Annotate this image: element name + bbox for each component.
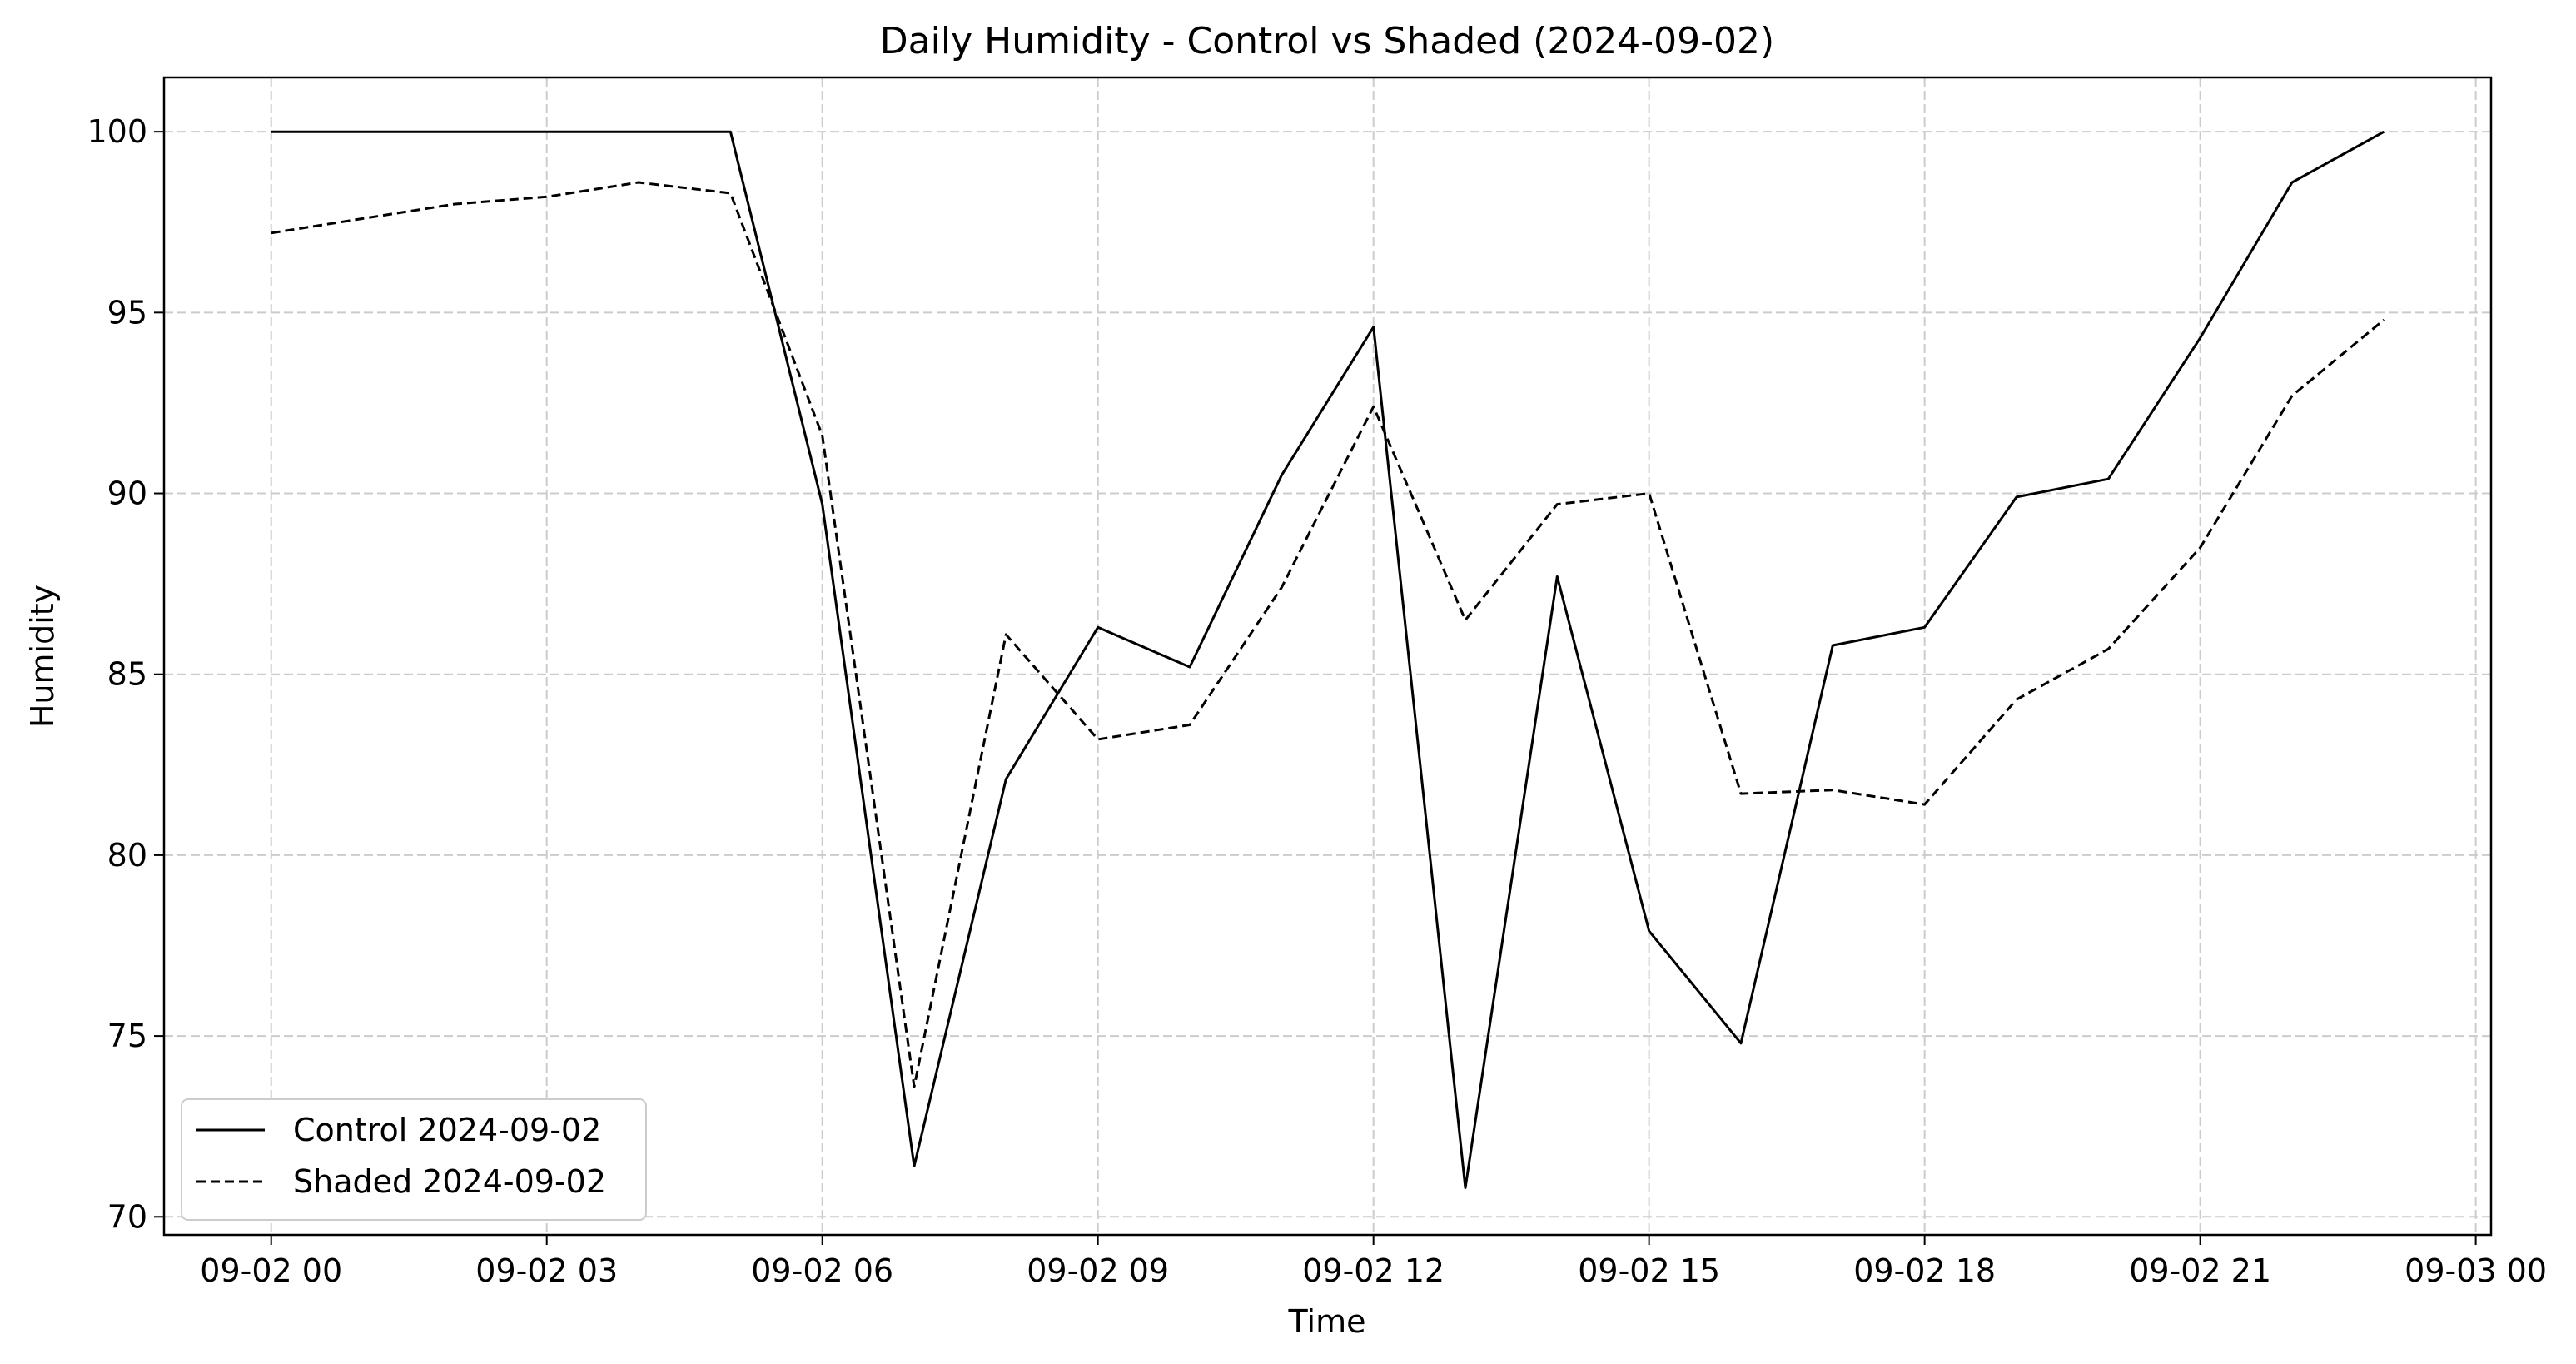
legend-box (181, 1098, 647, 1221)
x-tick-label: 09-02 12 (1302, 1252, 1445, 1289)
y-axis-label: Humidity (24, 585, 61, 728)
y-tick-label: 80 (107, 837, 147, 874)
legend: Control 2024-09-02 Shaded 2024-09-02 (181, 1098, 647, 1221)
legend-label-control: Control 2024-09-02 (293, 1112, 601, 1148)
y-tick-label: 85 (107, 656, 147, 693)
plot-area-frame (162, 76, 2493, 1237)
x-tick-label: 09-02 18 (1853, 1252, 1996, 1289)
x-axis: 09-02 00 09-02 03 09-02 06 09-02 09 09-02 12… (200, 1235, 2547, 1289)
series-line-control (271, 130, 2385, 1189)
y-tick-label: 75 (107, 1018, 147, 1054)
grid (164, 77, 2491, 1235)
series-lines (271, 130, 2385, 1189)
x-tick-label: 09-03 00 (2404, 1252, 2547, 1289)
x-tick-label: 09-02 03 (475, 1252, 618, 1289)
x-tick-label: 09-02 06 (751, 1252, 893, 1289)
x-tick-label: 09-02 15 (1578, 1252, 1720, 1289)
y-tick-label: 90 (107, 475, 147, 512)
y-tick-label: 100 (87, 113, 147, 150)
x-tick-label: 09-02 21 (2129, 1252, 2271, 1289)
x-axis-label: Time (1288, 1303, 1366, 1340)
x-tick-label: 09-02 00 (200, 1252, 342, 1289)
y-tick-label: 95 (107, 294, 147, 331)
chart-title: Daily Humidity - Control vs Shaded (2024… (880, 20, 1774, 62)
y-tick-label: 70 (107, 1198, 147, 1235)
x-tick-label: 09-02 09 (1027, 1252, 1169, 1289)
series-line-shaded (271, 181, 2385, 1088)
legend-label-shaded: Shaded 2024-09-02 (293, 1163, 606, 1200)
y-axis: 70 75 80 85 90 95 100 (87, 113, 164, 1235)
